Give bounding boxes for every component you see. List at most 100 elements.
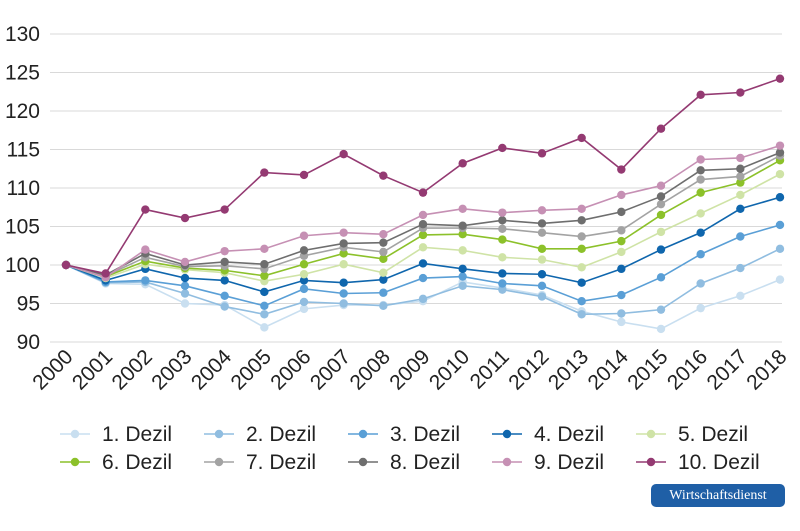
x-axis-ticks: 2000200120022003200420052006200720082009… — [28, 345, 791, 395]
data-point — [537, 270, 547, 279]
x-tick-label: 2012 — [504, 345, 553, 394]
legend-label: 10. Dezil — [678, 451, 760, 474]
x-tick-label: 2002 — [108, 345, 157, 394]
data-point — [180, 281, 190, 290]
data-point — [260, 323, 269, 332]
legend-item-5: 5. Dezil — [636, 423, 748, 446]
data-point — [339, 228, 348, 237]
data-point — [260, 244, 269, 254]
data-point — [299, 304, 309, 314]
data-point — [418, 273, 428, 283]
data-point — [577, 216, 586, 225]
data-point — [299, 297, 309, 307]
data-point — [498, 269, 507, 278]
data-point — [220, 246, 229, 256]
data-point — [617, 190, 626, 200]
legend-item-2: 2. Dezil — [204, 423, 316, 446]
series-dezil-3 — [61, 220, 785, 311]
data-point — [577, 232, 586, 241]
legend-marker — [214, 457, 224, 467]
data-point — [418, 230, 428, 240]
legend-label: 5. Dezil — [678, 423, 748, 446]
data-point — [418, 259, 428, 268]
data-point — [180, 273, 190, 283]
data-point — [537, 206, 547, 215]
data-point — [299, 284, 309, 294]
data-point — [180, 289, 190, 298]
data-point — [656, 192, 666, 201]
data-point — [260, 168, 269, 177]
data-point — [260, 260, 269, 269]
data-point — [577, 263, 586, 272]
data-point — [736, 204, 745, 213]
data-point — [299, 270, 309, 279]
data-point — [696, 90, 705, 100]
legend-item-4: 4. Dezil — [492, 423, 604, 446]
x-tick-label: 2016 — [663, 345, 712, 394]
data-point — [696, 303, 705, 313]
legend-item-6: 6. Dezil — [60, 451, 172, 474]
x-tick-label: 2018 — [742, 345, 791, 394]
data-point — [775, 141, 785, 150]
data-point — [656, 210, 666, 220]
x-tick-label: 2009 — [385, 345, 434, 394]
data-point — [775, 275, 785, 284]
data-point — [656, 324, 666, 334]
legend-label: 6. Dezil — [102, 451, 172, 474]
legend: 1. Dezil 2. Dezil 3. Dezil 4. Dezil 5. Dezil… — [60, 423, 760, 474]
data-point — [299, 231, 309, 240]
data-point — [260, 271, 269, 280]
data-point — [379, 268, 388, 277]
data-point — [577, 310, 586, 319]
data-point — [617, 264, 626, 274]
data-point — [537, 255, 547, 264]
data-point — [696, 166, 705, 175]
data-point — [299, 276, 309, 285]
data-point — [617, 236, 626, 246]
legend-marker — [358, 457, 368, 467]
legend-item-9: 9. Dezil — [492, 451, 604, 474]
data-point — [458, 272, 467, 281]
data-point — [379, 247, 388, 257]
legend-label: 3. Dezil — [390, 423, 460, 446]
data-point — [696, 228, 705, 237]
data-point — [339, 299, 348, 308]
data-point — [656, 181, 666, 190]
data-point — [656, 227, 666, 237]
data-point — [339, 289, 348, 298]
data-point — [577, 244, 586, 254]
x-tick-label: 2001 — [68, 345, 117, 394]
y-tick-label: 125 — [5, 62, 40, 85]
x-tick-label: 2008 — [346, 345, 395, 394]
x-tick-label: 2017 — [703, 345, 752, 394]
legend-label: 8. Dezil — [390, 451, 460, 474]
data-point — [379, 254, 388, 264]
data-point — [180, 213, 190, 223]
series-dezil-4 — [61, 193, 785, 297]
data-point — [299, 170, 309, 180]
data-point — [775, 220, 785, 230]
data-point — [696, 188, 705, 197]
x-tick-label: 2007 — [306, 345, 355, 394]
legend-marker — [214, 429, 224, 439]
y-tick-label: 105 — [5, 216, 40, 239]
x-tick-label: 2013 — [544, 345, 593, 394]
data-point — [617, 207, 626, 217]
data-point — [458, 159, 467, 168]
data-point — [577, 204, 586, 213]
x-tick-label: 2004 — [187, 345, 237, 395]
legend-marker — [358, 429, 368, 439]
data-point — [736, 232, 745, 241]
data-point — [498, 235, 507, 244]
data-point — [617, 226, 626, 235]
data-point — [299, 246, 309, 255]
y-tick-label: 120 — [5, 100, 40, 123]
data-point — [656, 124, 666, 133]
data-point — [656, 199, 666, 209]
data-point — [577, 133, 586, 143]
x-tick-label: 2003 — [147, 345, 196, 394]
data-point — [656, 245, 666, 254]
data-point — [577, 296, 586, 306]
legend-marker — [70, 429, 80, 439]
data-point — [379, 230, 388, 239]
